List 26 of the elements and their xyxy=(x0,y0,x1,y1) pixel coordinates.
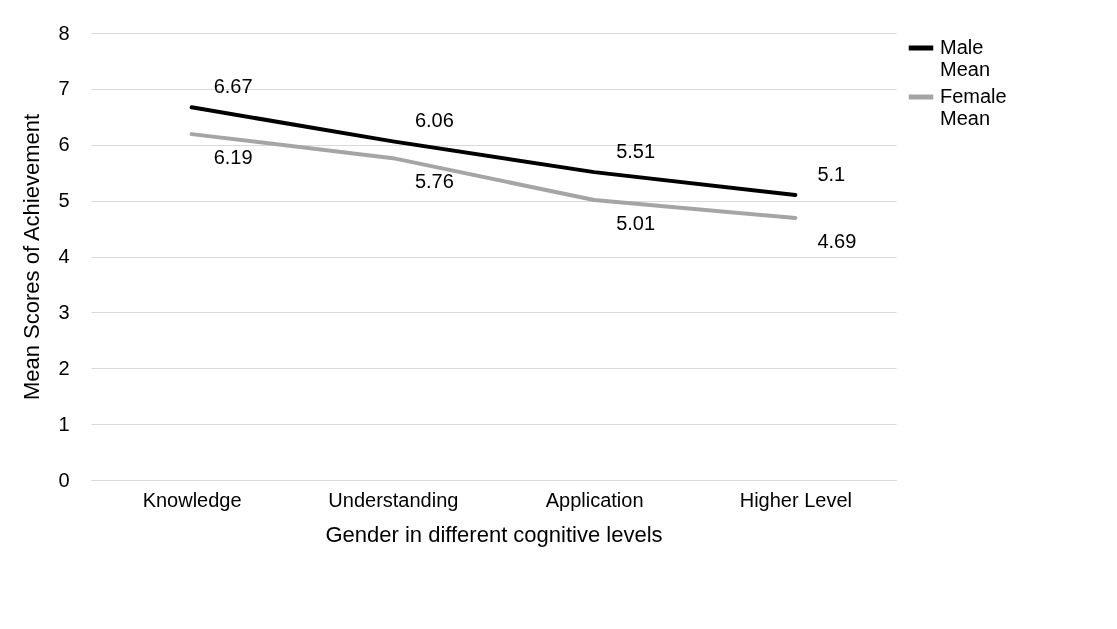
x-tick-label: Understanding xyxy=(328,488,459,511)
x-tick-label: Knowledge xyxy=(142,488,242,511)
data-label: 5.1 xyxy=(817,163,846,186)
y-tick-label: 8 xyxy=(58,21,70,44)
data-label: 6.06 xyxy=(414,109,454,132)
y-tick-label: 4 xyxy=(58,245,70,267)
y-tick-label: 0 xyxy=(58,468,70,491)
y-tick-label: 7 xyxy=(58,77,70,100)
y-axis-title: Mean Scores of Achievement xyxy=(19,113,45,401)
x-tick-label: Application xyxy=(545,488,644,511)
y-tick-label: 5 xyxy=(58,189,70,212)
legend-label: Female Mean xyxy=(940,85,1007,129)
line-series xyxy=(189,105,798,198)
y-tick-label: 2 xyxy=(58,356,70,379)
legend-label: Male Mean xyxy=(940,36,991,80)
data-label: 6.67 xyxy=(213,75,253,98)
y-tick-label: 1 xyxy=(58,412,70,435)
data-label: 4.69 xyxy=(817,229,857,252)
data-label: 5.01 xyxy=(616,212,656,235)
y-tick-label: 3 xyxy=(58,300,70,323)
data-label: 6.19 xyxy=(213,146,253,169)
y-tick-label: 6 xyxy=(58,133,70,156)
x-axis-title: Gender in different cognitive levels xyxy=(325,521,663,547)
data-label: 5.76 xyxy=(414,170,454,193)
x-tick-label: Higher Level xyxy=(739,488,853,511)
data-label: 5.51 xyxy=(616,140,656,163)
